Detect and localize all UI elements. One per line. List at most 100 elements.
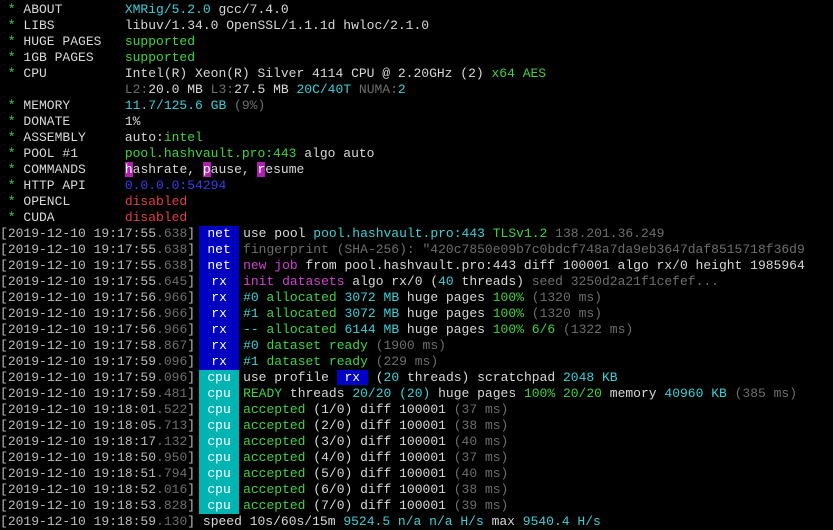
timestamp-bracket: [ <box>0 466 8 481</box>
timestamp-bracket: [ <box>0 386 8 401</box>
log-message-part: 100% <box>492 290 524 305</box>
log-message-part: accepted <box>243 434 306 449</box>
log-message-part: #0 <box>243 290 259 305</box>
log-line: [2019-12-10 19:17:56.966] rx #1 allocated … <box>0 306 833 322</box>
header-value: 20C/40T <box>288 82 352 97</box>
timestamp-bracket: [ <box>0 450 8 465</box>
log-message-part: accepted <box>243 466 306 481</box>
timestamp: 2019-12-10 19:18:53 <box>7 498 157 513</box>
log-message-part: (385 ms) <box>726 386 798 401</box>
log-message-part: (3/0) diff 100001 <box>305 434 446 449</box>
log-message-part: (5/0) diff 100001 <box>305 466 446 481</box>
timestamp-bracket: ] <box>187 290 196 305</box>
header-label: MEMORY <box>23 98 125 113</box>
timestamp-bracket: [ <box>0 370 8 385</box>
log-message-part: threads) <box>453 274 524 289</box>
log-message-part: huge pages <box>430 386 524 401</box>
log-message-part: (37 ms) <box>445 450 509 465</box>
log-line: [2019-12-10 19:17:58.867] rx #0 dataset re… <box>0 338 833 354</box>
header-label: ASSEMBLY <box>23 130 125 145</box>
tag-net-badge: net <box>199 258 240 274</box>
timestamp: 2019-12-10 19:17:59 <box>7 370 157 385</box>
log-message-part: accepted <box>243 450 306 465</box>
timestamp-ms: .713 <box>156 418 188 433</box>
bullet-icon: * <box>0 114 24 129</box>
timestamp: 2019-12-10 19:18:50 <box>7 450 157 465</box>
log-message-part: 40 <box>438 274 454 289</box>
timestamp-bracket: [ <box>0 226 8 241</box>
log-message-part: (40 ms) <box>445 466 509 481</box>
log-line: [2019-12-10 19:18:17.132] cpu accepted (3/… <box>0 434 833 450</box>
header-value: 20.0 MB <box>148 82 203 97</box>
timestamp-ms: .481 <box>156 386 188 401</box>
header-value: 2 <box>397 82 406 97</box>
header-label: CUDA <box>23 210 125 225</box>
timestamp: 2019-12-10 19:18:05 <box>7 418 157 433</box>
bullet-icon: * <box>0 34 24 49</box>
timestamp-bracket: ] <box>187 354 196 369</box>
log-line: [2019-12-10 19:18:50.950] cpu accepted (4/… <box>0 450 833 466</box>
log-line: [2019-12-10 19:18:51.794] cpu accepted (5/… <box>0 466 833 482</box>
log-line: [2019-12-10 19:17:55.645] rx init datasets… <box>0 274 833 290</box>
header-line: * HUGE PAGES supported <box>0 34 833 50</box>
tag-cpu-badge: cpu <box>199 466 240 482</box>
timestamp-bracket: ] <box>187 482 196 497</box>
header-value: gcc/7.4.0 <box>210 2 289 17</box>
header-label: HUGE PAGES <box>23 34 125 49</box>
header-value: 1% <box>124 114 141 129</box>
log-message-part: 3072 MB <box>344 306 400 321</box>
tag-cpu-badge: cpu <box>199 498 240 514</box>
timestamp-bracket: ] <box>187 498 196 513</box>
timestamp-bracket: [ <box>0 482 8 497</box>
timestamp-bracket: [ <box>0 498 8 513</box>
log-line: [2019-12-10 19:18:59.130] speed 10s/60s/… <box>0 514 833 530</box>
timestamp-ms: .645 <box>156 274 188 289</box>
header-value: libuv/1.34.0 OpenSSL/1.1.1d hwloc/2.1.0 <box>124 18 430 33</box>
timestamp-bracket: ] <box>187 514 196 529</box>
log-message-part: (7/0) diff 100001 <box>305 498 446 513</box>
header-value: auto: <box>124 130 164 145</box>
header-value: ause, <box>210 162 258 177</box>
log-message-part: READY <box>243 386 283 401</box>
header-value: supported <box>124 50 196 65</box>
log-message-part: 100% 6/6 <box>492 322 556 337</box>
timestamp-bracket: [ <box>0 322 8 337</box>
tag-rx-badge: rx <box>199 290 240 306</box>
timestamp: 2019-12-10 19:17:56 <box>7 322 157 337</box>
timestamp-bracket: [ <box>0 402 8 417</box>
timestamp: 2019-12-10 19:17:56 <box>7 306 157 321</box>
log-message-part: use pool <box>243 226 314 241</box>
header-value: 11.7/125.6 GB <box>124 98 227 113</box>
header-line: * COMMANDS hashrate, pause, resume <box>0 162 833 178</box>
timestamp-bracket: ] <box>187 450 196 465</box>
tag-cpu-badge: cpu <box>199 434 240 450</box>
log-message-part: 9524.5 n/a n/a H/s <box>343 514 484 529</box>
bullet-icon: * <box>0 194 24 209</box>
log-message-part: from pool.hashvault.pro:443 diff 100001 … <box>297 258 805 273</box>
log-message-part: accepted <box>243 498 306 513</box>
spacer <box>195 514 203 529</box>
log-message-part: (4/0) diff 100001 <box>305 450 446 465</box>
log-message-part: accepted <box>243 418 306 433</box>
timestamp: 2019-12-10 19:17:56 <box>7 290 157 305</box>
header-label: DONATE <box>23 114 125 129</box>
header-value: algo auto <box>296 146 375 161</box>
tag-cpu-badge: cpu <box>199 402 240 418</box>
bullet-icon: * <box>0 146 24 161</box>
header-value: (9%) <box>226 98 266 113</box>
header-line: * ABOUT XMRig/5.2.0 gcc/7.4.0 <box>0 2 833 18</box>
timestamp: 2019-12-10 19:17:58 <box>7 338 157 353</box>
log-message-part: rx <box>336 370 368 385</box>
timestamp-bracket: [ <box>0 274 8 289</box>
header-label: HTTP API <box>23 178 125 193</box>
header-value: p <box>202 162 211 177</box>
log-message-part: (1320 ms) <box>523 306 602 321</box>
log-message-part: init datasets <box>243 274 345 289</box>
header-value: ashrate, <box>132 162 203 177</box>
timestamp: 2019-12-10 19:18:01 <box>7 402 157 417</box>
timestamp-bracket: ] <box>187 402 196 417</box>
timestamp-ms: .828 <box>156 498 188 513</box>
bullet-icon: * <box>0 50 24 65</box>
timestamp-ms: .130 <box>156 514 188 529</box>
